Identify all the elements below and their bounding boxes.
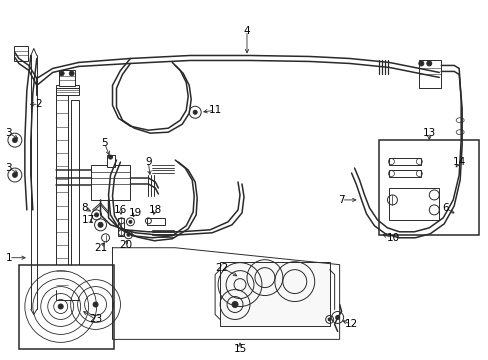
Bar bbox=[56, 85, 79, 95]
Bar bbox=[106, 155, 114, 167]
Circle shape bbox=[12, 138, 18, 143]
Circle shape bbox=[335, 315, 339, 319]
Circle shape bbox=[94, 213, 99, 217]
Circle shape bbox=[98, 222, 103, 227]
Circle shape bbox=[418, 61, 423, 66]
Text: 16: 16 bbox=[114, 205, 127, 215]
Bar bbox=[14, 45, 28, 62]
Text: 23: 23 bbox=[89, 314, 102, 324]
Circle shape bbox=[459, 213, 463, 217]
Bar bbox=[388, 188, 438, 220]
Text: 1: 1 bbox=[5, 253, 12, 263]
Text: 22: 22 bbox=[215, 263, 228, 273]
Text: 5: 5 bbox=[101, 138, 108, 148]
Text: 3: 3 bbox=[5, 128, 12, 138]
Bar bbox=[388, 158, 421, 165]
Bar bbox=[19, 265, 113, 349]
Text: 7: 7 bbox=[338, 195, 344, 205]
Bar bbox=[118, 218, 124, 236]
Text: 10: 10 bbox=[386, 233, 399, 243]
Text: 18: 18 bbox=[148, 205, 162, 215]
Circle shape bbox=[59, 71, 64, 76]
Text: 11: 11 bbox=[208, 105, 221, 115]
Text: 17: 17 bbox=[82, 215, 95, 225]
Text: 20: 20 bbox=[119, 240, 132, 250]
Circle shape bbox=[93, 302, 98, 307]
Text: 14: 14 bbox=[451, 157, 465, 167]
Circle shape bbox=[69, 71, 74, 76]
Bar bbox=[59, 71, 75, 86]
Text: 9: 9 bbox=[145, 157, 151, 167]
Bar bbox=[56, 95, 67, 289]
Text: 6: 6 bbox=[441, 203, 447, 213]
Bar bbox=[220, 262, 329, 327]
Circle shape bbox=[58, 304, 63, 309]
Text: 19: 19 bbox=[128, 208, 142, 218]
Text: 13: 13 bbox=[422, 128, 435, 138]
Bar bbox=[147, 218, 165, 225]
Bar bbox=[388, 170, 421, 177]
Circle shape bbox=[127, 233, 130, 236]
Circle shape bbox=[193, 110, 197, 114]
Bar bbox=[71, 100, 79, 285]
Circle shape bbox=[12, 172, 18, 177]
Text: 15: 15 bbox=[233, 345, 246, 354]
Text: 12: 12 bbox=[344, 319, 358, 329]
Circle shape bbox=[327, 318, 330, 321]
Text: 3: 3 bbox=[5, 163, 12, 173]
Circle shape bbox=[232, 302, 238, 307]
Bar bbox=[379, 140, 478, 235]
Text: 4: 4 bbox=[243, 26, 250, 36]
Circle shape bbox=[426, 61, 431, 66]
Circle shape bbox=[129, 220, 132, 223]
Bar bbox=[90, 165, 130, 200]
Circle shape bbox=[108, 155, 112, 159]
Bar bbox=[419, 60, 440, 88]
Text: 21: 21 bbox=[94, 243, 107, 253]
Text: 8: 8 bbox=[81, 203, 88, 213]
Text: 2: 2 bbox=[36, 99, 42, 109]
